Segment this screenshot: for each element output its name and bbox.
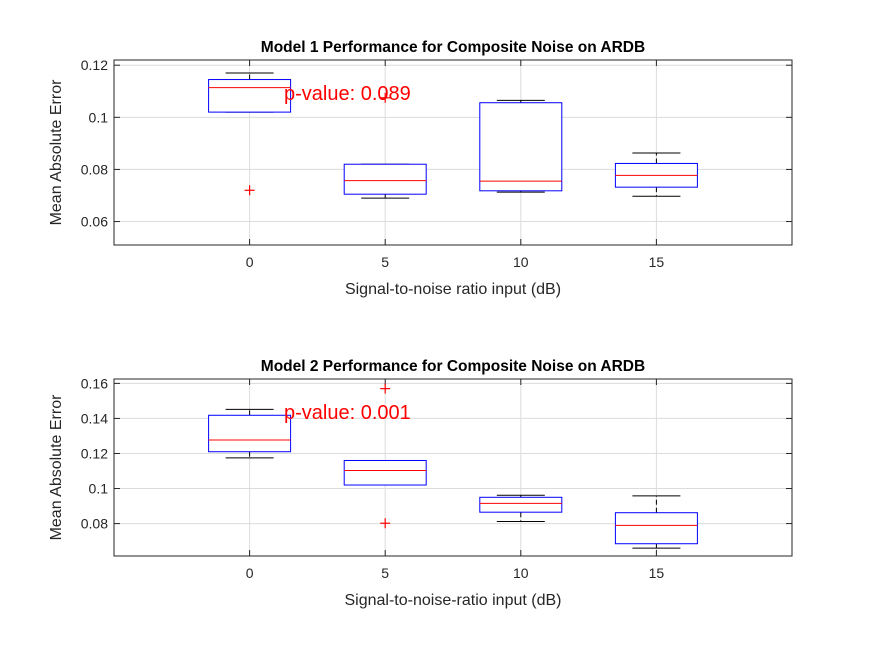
y-tick-label: 0.14: [81, 410, 108, 426]
x-tick-label: 15: [649, 254, 665, 270]
box-iqr: [208, 414, 292, 453]
axes-frame: [113, 378, 793, 557]
box-iqr: [479, 102, 563, 192]
box-iqr: [208, 79, 292, 113]
x-tick-label: 0: [246, 565, 254, 581]
box-10: [479, 99, 563, 193]
p-value-annotation: p-value: 0.001: [284, 402, 411, 424]
box-15: [614, 495, 698, 549]
box-iqr: [343, 459, 427, 486]
outlier-marker: [244, 185, 255, 196]
box-iqr: [343, 163, 427, 195]
x-tick-label: 15: [649, 565, 665, 581]
y-tick-label: 0.08: [81, 161, 108, 177]
x-axis-label: Signal-to-noise-ratio input (dB): [345, 592, 562, 609]
box-5: [343, 383, 427, 529]
box-10: [479, 494, 563, 522]
y-tick-label: 0.1: [89, 481, 109, 497]
y-tick-label: 0.16: [81, 375, 108, 391]
chart-title: Model 2 Performance for Composite Noise …: [261, 358, 645, 375]
y-tick-label: 0.12: [81, 57, 108, 73]
chart-model-2: 0.08 0.1 0.12 0.14 0.16 0 5 10 15 Model 2 Perfor…: [48, 358, 793, 609]
outlier-marker: [380, 383, 391, 394]
box-15: [614, 152, 698, 197]
box-iqr: [614, 512, 698, 545]
y-axis-label: Mean Absolute Error: [48, 79, 65, 226]
box-5: [343, 92, 427, 199]
y-tick-label: 0.06: [81, 214, 108, 230]
y-axis-label: Mean Absolute Error: [48, 394, 65, 541]
plot-area: 0.08 0.1 0.12 0.14 0.16 0 5 10 15: [81, 375, 793, 581]
x-tick-label: 0: [246, 254, 254, 270]
box-0: [208, 408, 292, 459]
axes-frame: [113, 59, 793, 246]
box-0: [208, 72, 292, 196]
y-tick-label: 0.08: [81, 516, 108, 532]
y-tick-label: 0.1: [89, 109, 109, 125]
x-tick-label: 10: [513, 565, 529, 581]
x-tick-label: 10: [513, 254, 529, 270]
y-tick-label: 0.12: [81, 445, 108, 461]
chart-title: Model 1 Performance for Composite Noise …: [261, 39, 645, 56]
plot-area: 0.06 0.08 0.1 0.12 0 5 10 15: [81, 57, 793, 270]
x-tick-label: 5: [381, 565, 389, 581]
box-iqr: [479, 496, 563, 513]
x-tick-label: 5: [381, 254, 389, 270]
outlier-marker: [380, 518, 391, 529]
chart-model-1: 0.06 0.08 0.1 0.12 0 5 10 15 Model 1 Performanc…: [48, 39, 793, 298]
outlier-marker: [380, 92, 391, 103]
p-value-annotation: p-value: 0.089: [284, 83, 411, 105]
x-axis-label: Signal-to-noise ratio input (dB): [345, 281, 561, 298]
